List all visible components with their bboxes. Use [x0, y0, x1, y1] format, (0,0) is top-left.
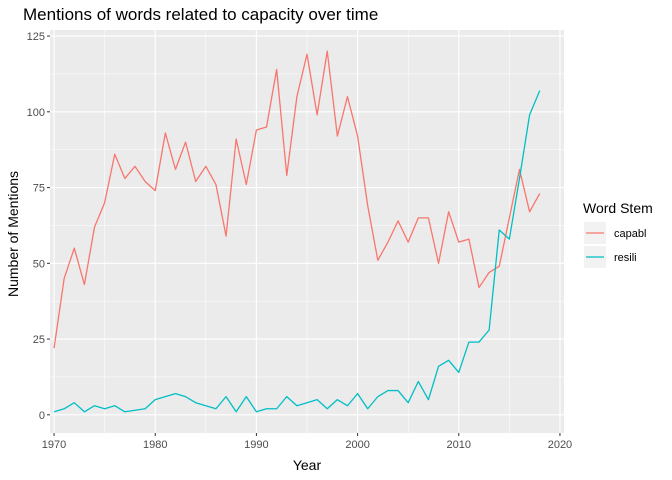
y-tick-label-50: 50 — [33, 258, 45, 270]
x-tick-label-2000: 2000 — [345, 439, 369, 451]
legend-item-capabl: capabl — [584, 222, 646, 244]
x-tick-label-1990: 1990 — [244, 439, 268, 451]
y-tick-label-0: 0 — [39, 410, 45, 422]
legend-title: Word Stem — [583, 200, 653, 216]
series-lines — [53, 50, 541, 413]
chart-title: Mentions of words related to capacity ov… — [23, 5, 378, 24]
x-tick-label-1980: 1980 — [143, 439, 167, 451]
x-tick-label-2010: 2010 — [447, 439, 471, 451]
legend: Word Stem capabl resili — [583, 200, 653, 268]
y-axis-title: Number of Mentions — [5, 171, 21, 297]
y-tick-label-25: 25 — [33, 334, 45, 346]
legend-label-capabl: capabl — [614, 228, 646, 240]
x-axis: 1970 1980 1990 2000 2010 2020 — [42, 433, 572, 451]
minor-gridlines — [50, 30, 564, 433]
x-tick-label-2020: 2020 — [548, 439, 572, 451]
legend-item-resili: resili — [584, 246, 637, 268]
y-tick-label-100: 100 — [27, 107, 45, 119]
series-line-capabl — [53, 50, 541, 349]
major-gridlines — [50, 30, 564, 433]
y-tick-label-125: 125 — [27, 31, 45, 43]
x-axis-title: Year — [293, 457, 322, 473]
x-tick-label-1970: 1970 — [42, 439, 66, 451]
y-axis: 0 25 50 75 100 125 — [27, 31, 50, 422]
series-line-resili — [53, 90, 541, 413]
y-tick-label-75: 75 — [33, 183, 45, 195]
legend-label-resili: resili — [614, 252, 637, 264]
